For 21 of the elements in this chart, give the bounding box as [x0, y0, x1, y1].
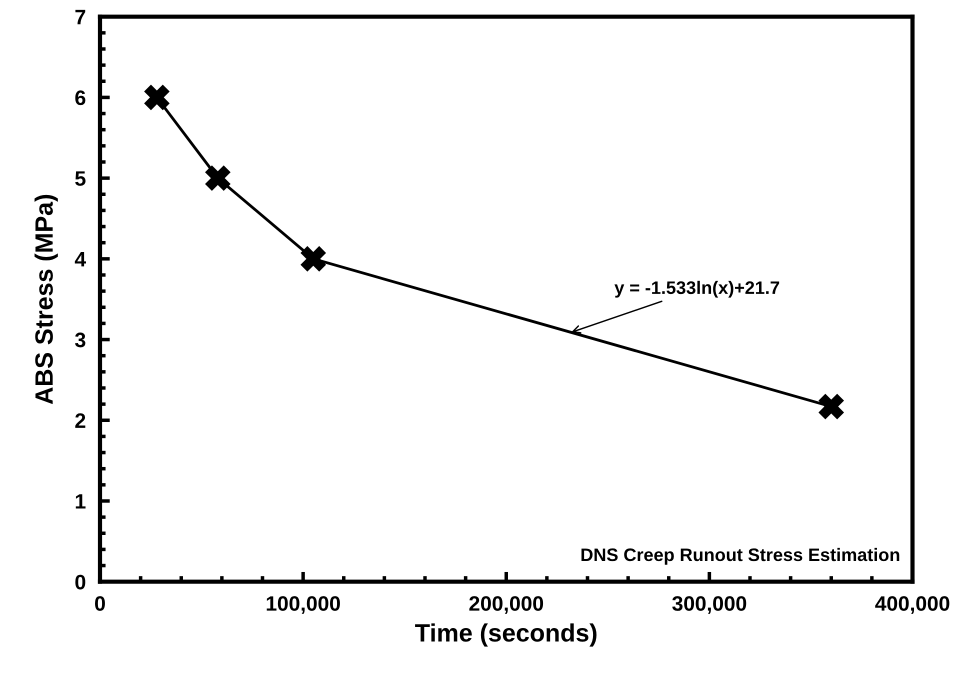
y-tick-label: 6: [75, 90, 86, 106]
y-tick-label: 3: [75, 332, 86, 348]
x-tick-label: 300,000: [672, 596, 746, 614]
point: [144, 84, 170, 110]
x-tick-label: 100,000: [266, 596, 340, 614]
y-tick-label: 4: [74, 252, 86, 266]
y-tick-label: 0: [75, 574, 86, 590]
y-tick-label: 1: [76, 494, 86, 509]
y-tick-label: 5: [75, 171, 86, 186]
point: [818, 394, 844, 420]
point: [205, 166, 230, 191]
annotation: y = -1.533ln(x)+21.7: [614, 280, 780, 298]
annotation: DNS Creep Runout Stress Estimation: [581, 548, 900, 565]
y-tick-label: 7: [75, 10, 86, 24]
y-axis-title: ABS Stress (MPa): [34, 194, 58, 404]
y-tick-label: 2: [75, 413, 86, 428]
point: [300, 246, 326, 272]
x-tick-label: 0: [95, 596, 105, 611]
x-axis-title: Time (seconds): [415, 623, 596, 647]
x-tick-label: 400,000: [875, 596, 950, 614]
x-tick-label: 200,000: [469, 596, 544, 614]
